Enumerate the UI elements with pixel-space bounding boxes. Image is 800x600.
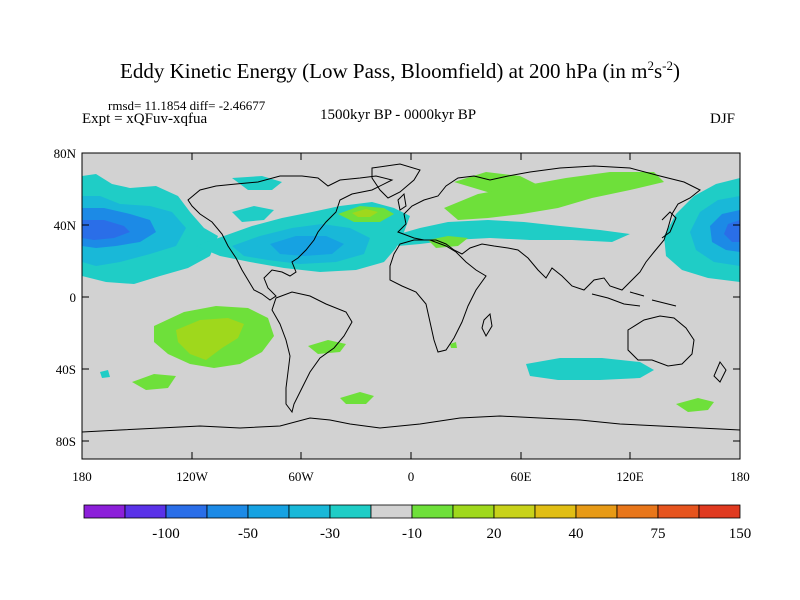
- colorbar-label: 75: [651, 526, 666, 542]
- y-tick-label: 40S: [56, 362, 76, 377]
- south-pacific-small-green: [132, 374, 176, 390]
- colorbar-label: 40: [569, 526, 584, 542]
- colorbar-label: -30: [320, 526, 340, 542]
- colorbar-swatch: [288, 504, 331, 519]
- colorbar-swatch: [206, 504, 249, 519]
- colorbar-swatch: [83, 504, 126, 519]
- colorbar-swatch: [329, 504, 372, 519]
- south-africa-green: [450, 342, 457, 348]
- colorbar-label: 20: [487, 526, 502, 542]
- x-ticks: [81, 153, 631, 459]
- colorbar-swatch: [534, 504, 577, 519]
- figure-title: Eddy Kinetic Energy (Low Pass, Bloomfiel…: [120, 58, 680, 83]
- coast-south-america: [271, 291, 353, 414]
- southern-indian-cyan: [526, 358, 654, 380]
- y-ticks: [82, 152, 740, 442]
- colorbar: [83, 504, 741, 519]
- coast-new-zealand: [713, 361, 727, 383]
- colorbar-label: -10: [402, 526, 422, 542]
- coast-indonesia: [591, 291, 677, 307]
- colorbar-label: -50: [238, 526, 258, 542]
- coastlines: [82, 163, 740, 433]
- labrador-patch: [232, 206, 274, 222]
- colorbar-label: 150: [729, 526, 752, 542]
- coast-madagascar: [481, 312, 493, 338]
- colorbar-swatch: [452, 504, 495, 519]
- season-label: DJF: [710, 111, 736, 127]
- x-tick-label: 120W: [176, 469, 209, 484]
- colorbar-swatch: [493, 504, 536, 519]
- y-tick-label: 40N: [54, 218, 77, 233]
- colorbar-swatch: [698, 504, 741, 519]
- north-atlantic-core: [270, 236, 344, 256]
- coast-africa: [389, 239, 487, 353]
- anomaly-shading: [82, 172, 740, 412]
- colorbar-swatch: [575, 504, 618, 519]
- x-tick-label: 60E: [511, 469, 532, 484]
- colorbar-swatch: [124, 504, 167, 519]
- north-pacific-west-peak: [82, 220, 130, 240]
- coast-north-america: [187, 175, 394, 301]
- coast-eurasia: [397, 165, 701, 291]
- south-pacific-cyan-dot: [100, 370, 110, 378]
- experiment-label: Expt = xQFuv-xqfua: [82, 111, 208, 127]
- colorbar-label: -100: [152, 526, 180, 542]
- coast-japan: [661, 211, 677, 239]
- colorbar-swatch: [165, 504, 208, 519]
- y-tick-label: 80S: [56, 434, 76, 449]
- middle-east-green: [428, 236, 468, 248]
- colorbar-swatch: [657, 504, 700, 519]
- map-background: [82, 153, 740, 459]
- rmsd-diff-stats: rmsd= 11.1854 diff= -2.46677: [108, 98, 266, 113]
- coast-greenland: [371, 163, 421, 199]
- colorbar-swatch: [370, 504, 413, 519]
- eurasia-green-band: [444, 172, 664, 220]
- period-label: 1500kyr BP - 0000kyr BP: [320, 107, 477, 123]
- south-atlantic-green: [308, 340, 346, 354]
- colorbar-swatch: [411, 504, 454, 519]
- colorbar-swatch: [247, 504, 290, 519]
- south-pacific-yellow: [176, 318, 244, 360]
- x-tick-label: 180: [72, 469, 92, 484]
- australia-south-green: [676, 398, 714, 412]
- atlantic-yellow-core: [352, 209, 378, 217]
- x-tick-label: 60W: [288, 469, 314, 484]
- colorbar-labels: -100 -50 -30 -10 20 40 75 150: [152, 526, 751, 542]
- x-tick-label: 120E: [616, 469, 644, 484]
- coast-antarctica: [82, 415, 740, 433]
- y-tick-label: 80N: [54, 146, 77, 161]
- coast-uk: [397, 192, 407, 211]
- southern-ocean-green: [340, 392, 374, 404]
- x-tick-label: 180: [730, 469, 750, 484]
- colorbar-swatch: [616, 504, 659, 519]
- x-tick-label: 0: [408, 469, 415, 484]
- y-tick-label: 0: [70, 290, 77, 305]
- coast-australia: [627, 315, 695, 367]
- alaska-patch: [232, 176, 282, 190]
